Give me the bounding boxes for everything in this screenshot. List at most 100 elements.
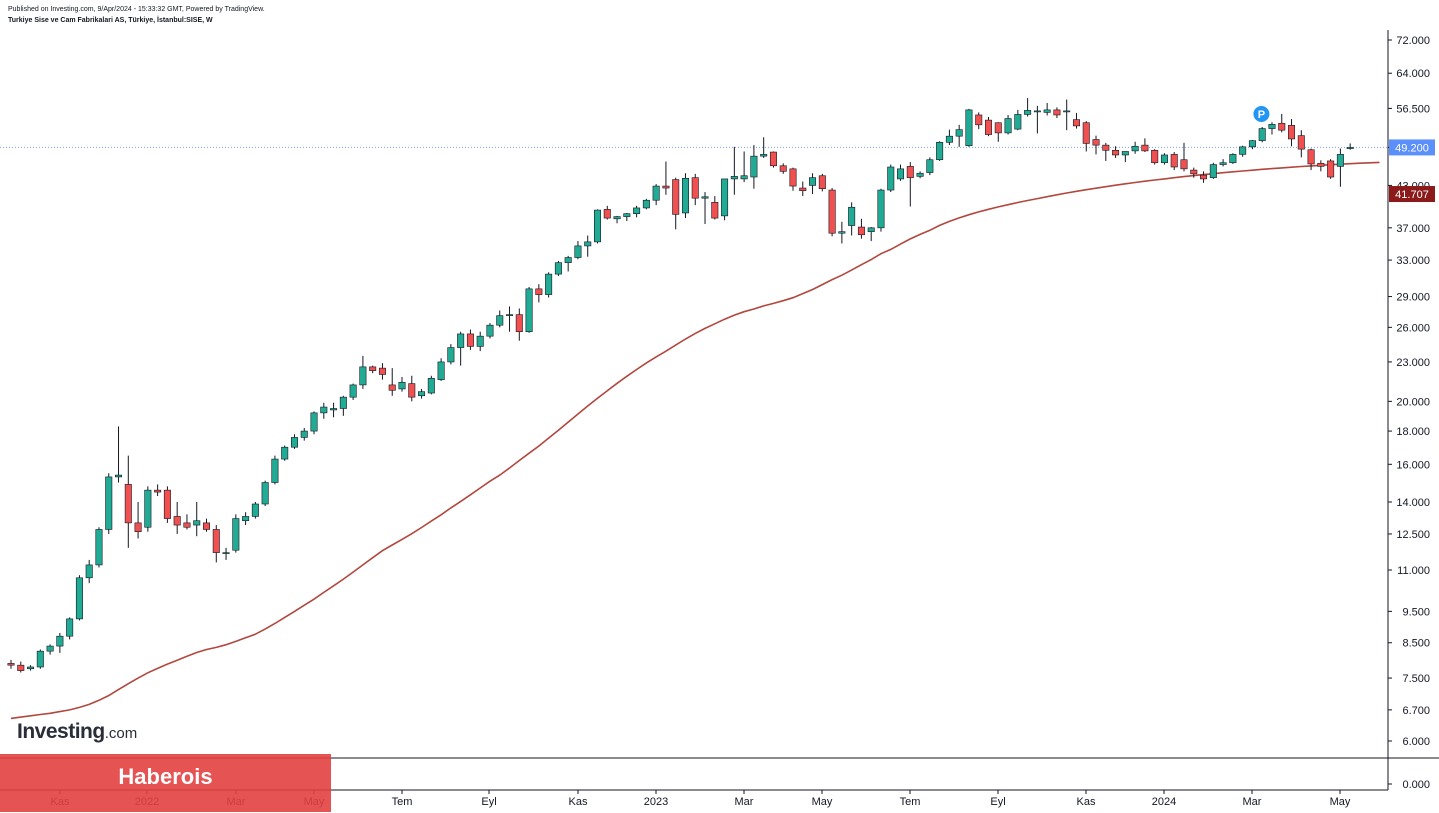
candle-body — [173, 516, 181, 526]
candle — [271, 455, 279, 485]
candle — [75, 575, 83, 621]
time-tick-label: 2024 — [1152, 796, 1176, 808]
time-tick-label: Tem — [392, 796, 413, 808]
candle — [681, 173, 689, 219]
price-tick-label: 14.000 — [1396, 497, 1430, 509]
candle-body — [398, 381, 406, 390]
candle — [1102, 142, 1110, 161]
candle — [1297, 130, 1305, 158]
candle-body — [486, 324, 494, 337]
candle — [603, 205, 611, 220]
candle — [1307, 148, 1315, 171]
price-tick-label: 12.500 — [1396, 529, 1430, 541]
candle-body — [17, 664, 25, 671]
candle-body — [593, 209, 601, 243]
candle — [623, 212, 631, 222]
candle-body — [85, 564, 93, 579]
moving-average-layer — [10, 161, 1380, 720]
candle-body — [672, 179, 680, 215]
candle-body — [1112, 149, 1120, 156]
candle — [1160, 153, 1168, 165]
candle-body — [154, 489, 162, 493]
candle — [769, 151, 777, 168]
candle — [1082, 121, 1090, 152]
ma-value-badge — [1389, 186, 1435, 203]
candle — [46, 644, 54, 655]
candle — [593, 209, 601, 244]
price-badges: P 49.200 41.707 — [1253, 106, 1435, 203]
candle-body — [300, 430, 308, 438]
candle — [183, 514, 191, 530]
candle — [437, 358, 445, 381]
candle — [936, 141, 944, 161]
candle-body — [857, 226, 865, 236]
candle-body — [760, 154, 768, 157]
candle-body — [27, 666, 35, 670]
time-tick-label: Kas — [569, 796, 588, 808]
candle — [906, 162, 914, 207]
candle-body — [1229, 154, 1237, 164]
candle-body — [838, 231, 846, 234]
candle — [535, 284, 543, 303]
price-tick-label: 56.500 — [1396, 103, 1430, 115]
candle-body — [564, 257, 572, 263]
candle-body — [1014, 114, 1022, 130]
candle-body — [730, 176, 738, 180]
time-tick-label: May — [1330, 796, 1351, 808]
candle-body — [818, 175, 826, 190]
earnings-marker-icon — [1253, 106, 1270, 122]
candle-body — [740, 175, 748, 180]
price-tick-label: 64.000 — [1396, 68, 1430, 80]
candle-body — [115, 474, 123, 478]
candle — [721, 178, 729, 221]
candle-body — [320, 406, 328, 414]
time-tick-label: Mar — [735, 796, 754, 808]
symbol-title: Turkiye Sise ve Cam Fabrikalari AS, Türk… — [8, 17, 213, 24]
candle — [730, 146, 738, 195]
candle-body — [613, 216, 621, 220]
watermark-text: Haberois — [118, 764, 213, 789]
candle-body — [877, 189, 885, 229]
candle-body — [603, 209, 611, 219]
candle — [750, 145, 758, 189]
candle — [154, 484, 162, 496]
candle-body — [271, 458, 279, 483]
time-tick-label: Tem — [900, 796, 921, 808]
candle — [418, 388, 426, 399]
time-tick-label: Kas — [1077, 796, 1096, 808]
candle-body — [1258, 128, 1266, 141]
candle — [281, 445, 289, 461]
candle-body — [290, 437, 298, 448]
candle-body — [769, 151, 777, 167]
candle-body — [349, 384, 357, 398]
candle — [427, 375, 435, 395]
investing-logo: Investing.com — [17, 720, 137, 744]
price-tick-label: 7.500 — [1402, 673, 1430, 685]
candle — [877, 188, 885, 232]
price-tick-label: 72.000 — [1396, 35, 1430, 47]
candle-body — [261, 482, 269, 505]
candle — [1014, 109, 1022, 131]
price-tick-label: 16.000 — [1396, 459, 1430, 471]
candle-body — [926, 159, 934, 173]
candle-body — [1200, 174, 1208, 180]
candle — [486, 323, 494, 339]
candle — [984, 117, 992, 137]
candle-body — [584, 241, 592, 247]
candle-body — [984, 119, 992, 135]
price-tick-label: 29.000 — [1396, 292, 1430, 304]
candle — [1072, 112, 1080, 129]
ma-value-badge-label: 41.707 — [1395, 189, 1429, 201]
candle — [1219, 159, 1227, 167]
candle-body — [1346, 147, 1354, 149]
candle — [945, 129, 953, 146]
candle — [144, 486, 152, 532]
candle-body — [1082, 122, 1090, 144]
price-tick-label: 37.000 — [1396, 223, 1430, 235]
candle-body — [642, 199, 650, 209]
candle-body — [662, 185, 670, 189]
candle — [232, 514, 240, 553]
candle — [1209, 162, 1217, 179]
time-tick-label: Mar — [1243, 796, 1262, 808]
